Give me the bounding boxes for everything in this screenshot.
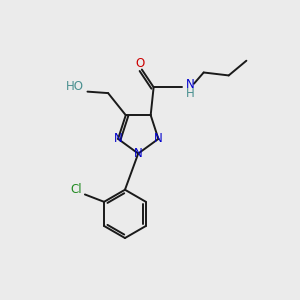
Text: N: N: [154, 132, 163, 146]
Text: N: N: [114, 132, 122, 146]
Text: N: N: [185, 78, 194, 92]
Text: H: H: [185, 87, 194, 100]
Text: N: N: [134, 147, 142, 160]
Text: HO: HO: [66, 80, 84, 93]
Text: O: O: [136, 57, 145, 70]
Text: Cl: Cl: [70, 183, 82, 196]
